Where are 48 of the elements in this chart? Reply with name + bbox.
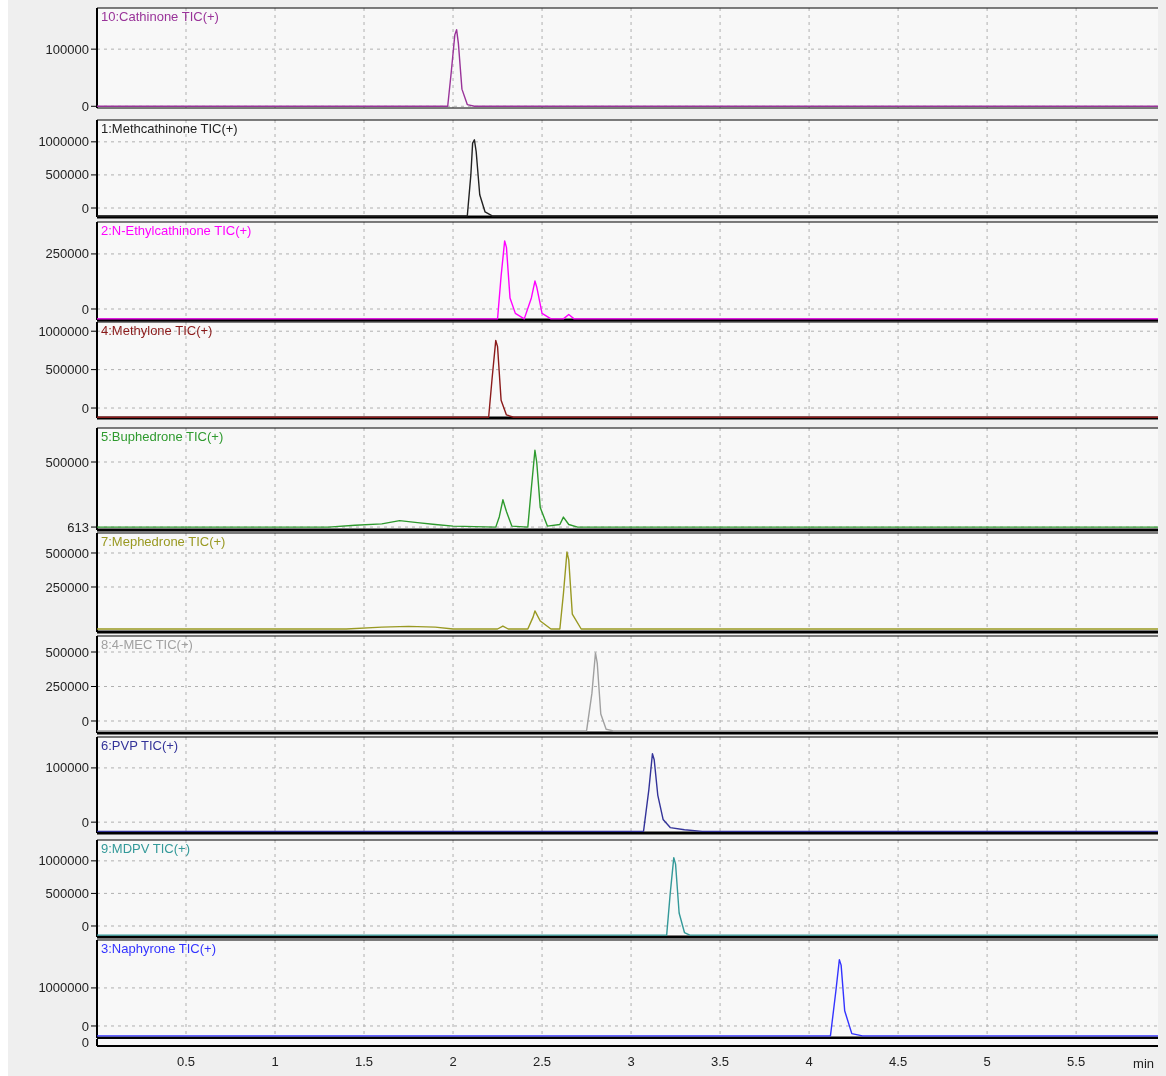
x-tick-label: 5.5 <box>1067 1054 1086 1069</box>
y-tick-label: 1000000 <box>38 323 89 339</box>
y-tick-label: 100000 <box>45 41 89 57</box>
y-tick-label: 1000000 <box>38 980 89 996</box>
y-tick-label: 250000 <box>45 579 89 595</box>
y-tick-label: 250000 <box>45 246 89 262</box>
x-tick-label: 0.5 <box>176 1054 196 1069</box>
text: 2:N-Ethylcathinone TIC(+) <box>101 223 252 238</box>
x-tick-label: 4.5 <box>889 1054 908 1069</box>
text: 3:Naphyrone TIC(+) <box>101 941 217 956</box>
y-tick-label: 0 <box>81 400 89 416</box>
line-series <box>96 551 1159 630</box>
x-tick-label: 1.5 <box>354 1054 374 1069</box>
text: 10:Cathinone TIC(+) <box>101 9 219 24</box>
x-axis-title: min <box>1133 1056 1154 1071</box>
text: 6:PVP TIC(+) <box>101 738 179 753</box>
y-tick-label: 0 <box>81 1018 89 1034</box>
y-tick-label: 500000 <box>45 167 89 183</box>
x-tick-label: 3 <box>627 1054 635 1069</box>
y-tick-label: 0 <box>81 200 89 216</box>
y-tick-label: 0 <box>81 918 89 934</box>
y-tick-label: 613 <box>67 519 89 535</box>
text: 1:Methcathinone TIC(+) <box>101 121 238 136</box>
x-tick-label: 2 <box>449 1054 457 1069</box>
line-series <box>96 449 1159 528</box>
text: 4:Methylone TIC(+) <box>101 323 213 338</box>
y-tick-label: 500000 <box>45 545 89 561</box>
x-tick-label: 1 <box>271 1054 279 1069</box>
x-tick-label: 5 <box>983 1054 991 1069</box>
y-tick-label: 0 <box>81 98 89 114</box>
y-tick-label: 0 <box>81 713 89 729</box>
y-tick-label: 500000 <box>45 362 89 378</box>
x-tick-label: 2.5 <box>533 1054 552 1069</box>
text: 8:4-MEC TIC(+) <box>101 637 193 652</box>
x-tick-label: 3.5 <box>711 1054 730 1069</box>
y-tick-label: 500000 <box>45 644 89 660</box>
y-tick-label: 1000000 <box>38 853 89 869</box>
text: 7:Mephedrone TIC(+) <box>101 534 226 549</box>
y-tick-label: 0 <box>81 814 89 830</box>
x-tick-label: 4 <box>805 1054 813 1069</box>
y-tick-label: 500000 <box>45 454 89 470</box>
y-tick-label: 0 <box>81 301 89 317</box>
text: 5:Buphedrone TIC(+) <box>101 429 224 444</box>
y-tick-label: 1000000 <box>38 134 89 150</box>
text: 9:MDPV TIC(+) <box>101 841 190 856</box>
y-tick-label: 100000 <box>45 760 89 776</box>
y-tick-label: 250000 <box>45 679 89 695</box>
y-tick-label: 500000 <box>45 885 89 901</box>
